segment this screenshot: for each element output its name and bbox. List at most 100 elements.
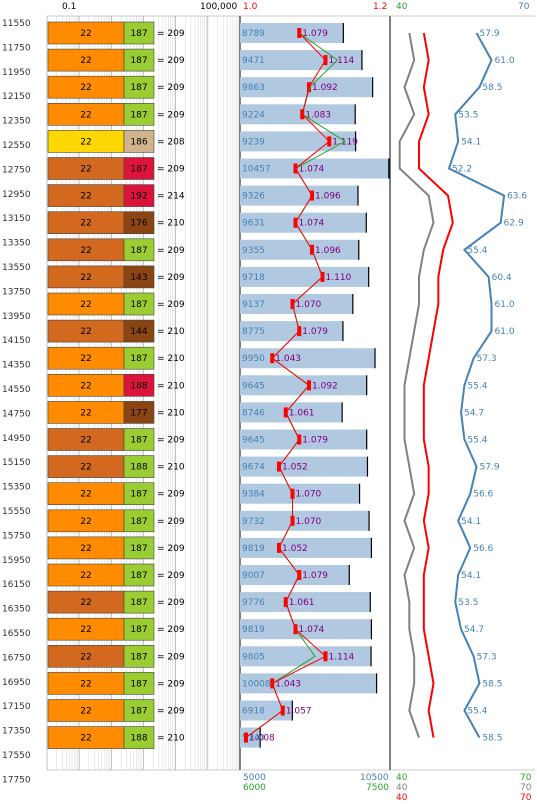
table-row: 22 187 = 209 9819 1.052 56.6 — [47, 536, 494, 560]
depth-label: 12150 — [2, 92, 31, 102]
depth-label: 14150 — [2, 336, 31, 346]
right-value-label: 58.5 — [482, 679, 502, 689]
bar-value-label: 10457 — [242, 165, 271, 175]
value-bar — [240, 592, 371, 613]
bar-value-label: 9384 — [242, 490, 265, 500]
table-row: 22 143 = 209 9718 1.110 60.4 — [47, 265, 512, 289]
table-row: 22 187 = 209 9819 1.074 54.7 — [47, 617, 484, 641]
value-b-cell — [123, 373, 155, 397]
table-row: 22 187 = 209 9137 1.070 61.0 — [47, 292, 515, 316]
right-value-label: 56.6 — [473, 544, 493, 554]
right-value-label: 57.9 — [480, 29, 500, 39]
value-a: 22 — [80, 165, 91, 175]
value-b: 187 — [130, 165, 147, 175]
right-value-label: 62.9 — [504, 219, 524, 229]
sum-label: = 209 — [157, 56, 185, 66]
sum-label: = 210 — [157, 463, 185, 473]
right-scale-min: 40 — [396, 2, 408, 12]
value-a: 22 — [80, 679, 91, 689]
value-bar — [240, 266, 369, 287]
value-b-cell — [123, 238, 155, 262]
ratio-label: 1.052 — [282, 544, 308, 554]
bar-value-label: 9631 — [242, 219, 265, 229]
value-a: 22 — [80, 436, 91, 446]
depth-label: 17350 — [2, 727, 31, 737]
ratio-scale-min: 1.0 — [243, 2, 258, 12]
depth-label: 16550 — [2, 629, 31, 639]
ratio-label: 1.079 — [302, 29, 328, 39]
value-bar — [240, 619, 372, 640]
depth-label: 16350 — [2, 605, 31, 615]
value-a: 22 — [80, 734, 91, 744]
value-b: 192 — [130, 192, 147, 202]
bar-value-label: 9732 — [242, 517, 265, 527]
value-b: 187 — [130, 517, 147, 527]
bar-scale-max: 10500 — [360, 773, 389, 783]
table-row: 22 176 = 210 9631 1.074 62.9 — [47, 211, 524, 234]
sum-label: = 209 — [157, 679, 185, 689]
value-b: 187 — [130, 110, 147, 120]
ratio-label: 1.061 — [289, 408, 315, 418]
right-value-label: 55.4 — [467, 707, 487, 717]
r3-min: 40 — [396, 793, 408, 803]
value-bar — [240, 77, 373, 98]
value-a: 22 — [80, 137, 91, 147]
value-b-cell — [123, 509, 155, 533]
depth-label: 14950 — [2, 434, 31, 444]
value-bar — [240, 537, 372, 558]
value-b: 187 — [130, 83, 147, 93]
right-value-label: 54.1 — [461, 571, 481, 581]
ratio-label: 1.074 — [299, 625, 325, 635]
value-b: 188 — [130, 734, 147, 744]
ratio-label: 1.043 — [275, 679, 301, 689]
bar-value-label: 9863 — [242, 83, 265, 93]
value-a: 22 — [80, 490, 91, 500]
gray-curve — [398, 32, 435, 738]
table-row: 22 187 = 209 9645 1.079 55.4 — [47, 428, 488, 451]
table-row: 22 187 = 209 9007 1.079 54.1 — [47, 563, 481, 587]
red-curve — [418, 32, 454, 738]
right-value-label: 53.5 — [458, 598, 478, 608]
depth-label: 13150 — [2, 214, 31, 224]
value-b-cell — [123, 536, 155, 560]
table-row: 22 187 = 209 9776 1.061 53.5 — [47, 590, 478, 614]
value-bar — [240, 429, 367, 450]
value-b-cell — [123, 211, 155, 234]
ratio-label: 1.110 — [326, 273, 352, 283]
value-b: 188 — [130, 381, 147, 391]
value-b: 187 — [130, 598, 147, 608]
bar-value-label: 9224 — [242, 110, 265, 120]
ratio-label: 1.119 — [332, 137, 358, 147]
table-row: 22 187 = 209 10008 1.043 58.5 — [47, 672, 502, 695]
right-value-label: 57.3 — [477, 652, 497, 662]
value-b-cell — [123, 482, 155, 506]
ratio-label: 1.079 — [302, 436, 328, 446]
bar-value-label: 9819 — [242, 625, 265, 635]
r1-max: 70 — [520, 773, 532, 783]
value-a: 22 — [80, 192, 91, 202]
value-b-cell — [123, 617, 155, 641]
depth-label: 17750 — [2, 775, 31, 785]
right-value-label: 61.0 — [495, 56, 515, 66]
bar-value-label: 5740 — [242, 734, 265, 744]
value-a: 22 — [80, 571, 91, 581]
bar-value-label: 9326 — [242, 192, 265, 202]
table-row: 22 187 = 209 9384 1.070 56.6 — [47, 482, 494, 506]
r2-max: 70 — [520, 783, 532, 793]
sum-label: = 210 — [157, 408, 185, 418]
table-row: 22 144 = 210 8775 1.079 61.0 — [47, 319, 515, 343]
ratio-label: 1.079 — [302, 327, 328, 337]
value-a: 22 — [80, 300, 91, 310]
ratio-label: 1.008 — [249, 734, 275, 744]
sum-label: = 209 — [157, 436, 185, 446]
table-row: 22 187 = 209 9355 1.096 55.4 — [47, 238, 488, 262]
value-b: 187 — [130, 246, 147, 256]
sum-label: = 209 — [157, 29, 185, 39]
ratio-label: 1.092 — [312, 83, 338, 93]
value-bar — [240, 212, 367, 233]
value-b-cell — [123, 21, 155, 45]
table-row: 22 192 = 214 9326 1.096 63.6 — [47, 184, 527, 207]
bar-scale-min: 5000 — [243, 773, 266, 783]
value-a: 22 — [80, 408, 91, 418]
